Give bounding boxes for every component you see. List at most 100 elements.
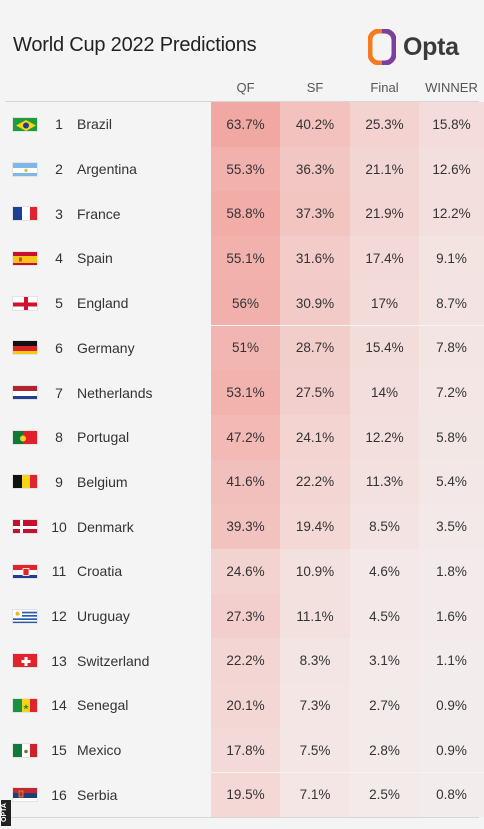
- team-name: Brazil: [77, 116, 113, 133]
- team-name: Croatia: [77, 563, 123, 580]
- team-rank: 12: [51, 608, 67, 625]
- belgium-flag-icon: [12, 474, 38, 490]
- probability-cell-final: 8.5%: [350, 504, 419, 549]
- probability-cell-winner: 0.9%: [419, 683, 484, 728]
- team-rank: 4: [55, 250, 63, 267]
- team-name: Netherlands: [77, 384, 153, 401]
- column-header-winner: WINNER: [425, 80, 478, 95]
- probability-cell-winner: 7.2%: [419, 370, 484, 415]
- table-row: 41.6% 22.2% 11.3% 5.4% 9 Belgium: [0, 459, 484, 505]
- probability-cell-winner: 7.8%: [419, 325, 484, 371]
- team-rank: 11: [51, 563, 67, 580]
- probability-cell-qf: 47.2%: [211, 414, 280, 460]
- probability-cell-qf: 55.3%: [211, 146, 280, 192]
- team-name: Argentina: [77, 161, 137, 178]
- probability-cell-final: 21.1%: [350, 146, 419, 192]
- uruguay-flag-icon: [12, 608, 38, 624]
- credit-label: OPTA: [1, 800, 11, 826]
- switzerland-flag-icon: [12, 653, 38, 669]
- team-rank: 1: [55, 116, 63, 133]
- probability-cell-sf: 7.5%: [280, 727, 350, 773]
- probability-cell-sf: 24.1%: [280, 414, 350, 460]
- probability-cell-sf: 28.7%: [280, 325, 350, 371]
- table-row: 24.6% 10.9% 4.6% 1.8% 11 Croatia: [0, 549, 484, 594]
- probability-cell-qf: 56%: [211, 280, 280, 326]
- probability-cell-final: 4.5%: [350, 593, 419, 639]
- header-divider: [5, 101, 479, 102]
- probability-cell-qf: 63.7%: [211, 102, 280, 147]
- probability-cell-sf: 31.6%: [280, 236, 350, 281]
- column-header-qf: QF: [236, 80, 255, 95]
- probability-cell-winner: 1.1%: [419, 638, 484, 684]
- probability-cell-winner: 9.1%: [419, 236, 484, 281]
- netherlands-flag-icon: [12, 385, 38, 401]
- probability-cell-final: 2.5%: [350, 772, 419, 818]
- probability-cell-winner: 1.8%: [419, 549, 484, 594]
- header: World Cup 2022 Predictions Opta QF SF Fi…: [0, 0, 484, 100]
- team-name: Uruguay: [77, 608, 130, 625]
- team-rank: 10: [51, 518, 67, 535]
- table-row: 53.1% 27.5% 14% 7.2% 7 Netherlands: [0, 370, 484, 415]
- probability-cell-qf: 55.1%: [211, 236, 280, 281]
- opta-logo-icon: [368, 29, 396, 65]
- probability-cell-winner: 1.6%: [419, 593, 484, 639]
- team-name: England: [77, 295, 129, 312]
- probability-cell-qf: 17.8%: [211, 727, 280, 773]
- probability-cell-final: 17.4%: [350, 236, 419, 281]
- probability-cell-final: 2.7%: [350, 683, 419, 728]
- footer-divider: [5, 817, 479, 818]
- probability-cell-qf: 24.6%: [211, 549, 280, 594]
- probability-cell-qf: 58.8%: [211, 191, 280, 237]
- probability-cell-winner: 5.8%: [419, 414, 484, 460]
- probability-cell-winner: 0.9%: [419, 727, 484, 773]
- table-row: 27.3% 11.1% 4.5% 1.6% 12 Uruguay: [0, 593, 484, 639]
- probability-cell-sf: 36.3%: [280, 146, 350, 192]
- probability-cell-final: 17%: [350, 280, 419, 326]
- probability-cell-sf: 7.3%: [280, 683, 350, 728]
- team-rank: 2: [55, 161, 63, 178]
- probability-cell-qf: 20.1%: [211, 683, 280, 728]
- probability-cell-winner: 8.7%: [419, 280, 484, 326]
- probability-cell-winner: 15.8%: [419, 102, 484, 147]
- probability-cell-qf: 19.5%: [211, 772, 280, 818]
- table-row: 56% 30.9% 17% 8.7% 5 England: [0, 280, 484, 326]
- table-row: 20.1% 7.3% 2.7% 0.9% 14 Senegal: [0, 683, 484, 728]
- probability-cell-winner: 3.5%: [419, 504, 484, 549]
- probability-cell-final: 4.6%: [350, 549, 419, 594]
- table-row: 51% 28.7% 15.4% 7.8% 6 Germany: [0, 325, 484, 371]
- probability-cell-final: 12.2%: [350, 414, 419, 460]
- team-rank: 5: [55, 295, 63, 312]
- probability-cell-winner: 0.8%: [419, 772, 484, 818]
- table-row: 55.3% 36.3% 21.1% 12.6% 2 Argentina: [0, 146, 484, 192]
- probability-cell-sf: 19.4%: [280, 504, 350, 549]
- brazil-flag-icon: [12, 116, 38, 132]
- table-row: 19.5% 7.1% 2.5% 0.8% 16 Serbia: [0, 772, 484, 818]
- probability-cell-qf: 39.3%: [211, 504, 280, 549]
- team-name: Serbia: [77, 786, 118, 803]
- probability-cell-sf: 30.9%: [280, 280, 350, 326]
- probability-cell-qf: 22.2%: [211, 638, 280, 684]
- team-name: Senegal: [77, 697, 129, 714]
- croatia-flag-icon: [12, 563, 38, 579]
- team-rank: 9: [55, 473, 63, 490]
- table-row: 47.2% 24.1% 12.2% 5.8% 8 Portugal: [0, 414, 484, 460]
- serbia-flag-icon: [12, 787, 38, 803]
- table-row: 63.7% 40.2% 25.3% 15.8% 1 Brazil: [0, 102, 484, 147]
- team-rank: 8: [55, 429, 63, 446]
- probability-cell-final: 21.9%: [350, 191, 419, 237]
- probability-cell-final: 3.1%: [350, 638, 419, 684]
- probability-cell-final: 2.8%: [350, 727, 419, 773]
- mexico-flag-icon: [12, 742, 38, 758]
- probability-cell-qf: 53.1%: [211, 370, 280, 415]
- team-rank: 3: [55, 205, 63, 222]
- probability-cell-qf: 41.6%: [211, 459, 280, 505]
- probability-cell-final: 15.4%: [350, 325, 419, 371]
- team-name: Denmark: [77, 518, 134, 535]
- probability-cell-winner: 12.6%: [419, 146, 484, 192]
- denmark-flag-icon: [12, 519, 38, 535]
- team-name: Mexico: [77, 742, 122, 759]
- probability-cell-sf: 8.3%: [280, 638, 350, 684]
- team-rank: 6: [55, 339, 63, 356]
- table-row: 39.3% 19.4% 8.5% 3.5% 10 Denmark: [0, 504, 484, 549]
